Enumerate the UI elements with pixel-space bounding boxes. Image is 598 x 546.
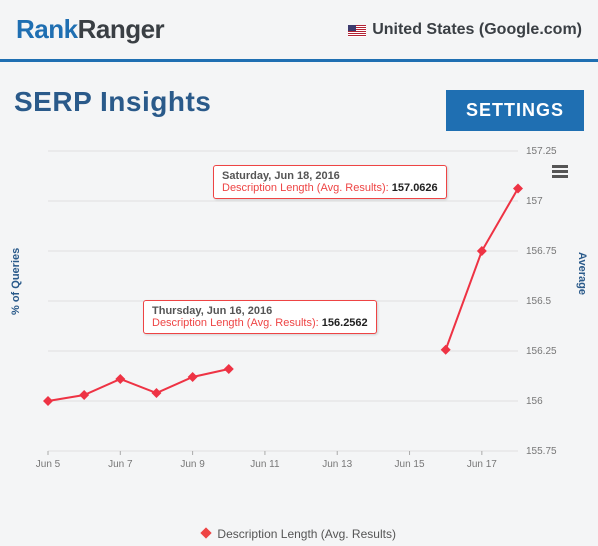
svg-text:156.25: 156.25 xyxy=(526,346,557,357)
svg-text:Jun 9: Jun 9 xyxy=(180,459,205,470)
logo-part2: Ranger xyxy=(78,14,165,44)
svg-text:156.5: 156.5 xyxy=(526,296,551,307)
svg-text:Jun 11: Jun 11 xyxy=(250,459,280,470)
us-flag-icon xyxy=(348,24,366,36)
svg-text:157: 157 xyxy=(526,196,543,207)
header-bar: RankRanger United States (Google.com) xyxy=(0,0,598,62)
svg-text:Jun 7: Jun 7 xyxy=(108,459,133,470)
chart-container: % of Queries Average 155.75156156.25156.… xyxy=(8,145,590,535)
svg-text:155.75: 155.75 xyxy=(526,446,557,457)
logo: RankRanger xyxy=(16,14,164,45)
svg-text:156: 156 xyxy=(526,396,543,407)
chart-tooltip: Saturday, Jun 18, 2016Description Length… xyxy=(213,165,447,199)
svg-text:Jun 15: Jun 15 xyxy=(395,459,425,470)
svg-text:Jun 5: Jun 5 xyxy=(36,459,61,470)
svg-text:157.25: 157.25 xyxy=(526,146,557,157)
region-selector[interactable]: United States (Google.com) xyxy=(348,21,582,39)
svg-text:Jun 17: Jun 17 xyxy=(467,459,497,470)
region-label: United States (Google.com) xyxy=(372,21,582,39)
settings-button[interactable]: SETTINGS xyxy=(446,90,584,131)
svg-text:Jun 13: Jun 13 xyxy=(322,459,352,470)
page-title: SERP Insights xyxy=(14,86,211,118)
title-bar: SERP Insights SETTINGS xyxy=(0,62,598,135)
chart-tooltip: Thursday, Jun 16, 2016Description Length… xyxy=(143,300,377,334)
svg-text:156.75: 156.75 xyxy=(526,246,557,257)
logo-part1: Rank xyxy=(16,14,78,44)
